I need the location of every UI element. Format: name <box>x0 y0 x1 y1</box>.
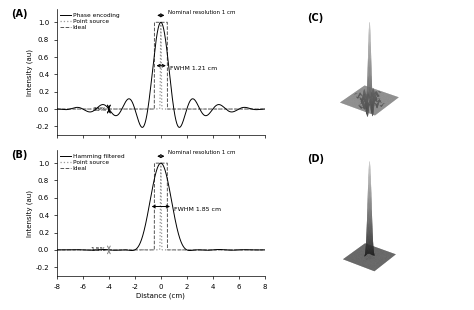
Text: Nominal resolution 1 cm: Nominal resolution 1 cm <box>168 150 236 155</box>
Hamming filtered <box>143 221 149 224</box>
Point source <box>262 248 268 252</box>
Phase encoding <box>141 123 147 127</box>
Ideal <box>205 248 211 252</box>
Hamming filtered <box>246 248 251 252</box>
Ideal <box>143 248 149 252</box>
Line: Ideal: Ideal <box>57 22 265 109</box>
Point source <box>205 248 211 252</box>
Ideal <box>262 107 268 111</box>
Text: FWHM 1.85 cm: FWHM 1.85 cm <box>174 207 221 212</box>
Ideal <box>152 20 157 24</box>
Hamming filtered <box>54 248 60 252</box>
Ideal <box>141 248 147 252</box>
Point source <box>54 248 60 252</box>
Phase encoding <box>158 20 164 24</box>
Text: (C): (C) <box>308 13 324 23</box>
Point source <box>255 107 261 111</box>
Point source <box>153 107 158 111</box>
Ideal <box>262 248 268 252</box>
Ideal <box>205 107 211 111</box>
Phase encoding <box>176 126 182 129</box>
Point source <box>141 248 147 252</box>
Hamming filtered <box>205 248 211 252</box>
Text: (D): (D) <box>308 154 325 164</box>
Point source <box>141 107 147 111</box>
Text: (B): (B) <box>11 150 27 160</box>
Y-axis label: Intensity (au): Intensity (au) <box>27 49 33 96</box>
Text: (A): (A) <box>11 9 27 19</box>
Text: 1.5%: 1.5% <box>91 247 106 252</box>
Legend: Hamming filtered, Point source, Ideal: Hamming filtered, Point source, Ideal <box>58 151 127 173</box>
Hamming filtered <box>262 248 268 252</box>
Ideal <box>153 161 159 165</box>
Legend: Phase encoding, Point source, Ideal: Phase encoding, Point source, Ideal <box>58 11 122 32</box>
Point source <box>158 21 164 24</box>
Ideal <box>54 248 60 252</box>
Hamming filtered <box>255 248 261 252</box>
Text: Nominal resolution 1 cm: Nominal resolution 1 cm <box>168 10 236 15</box>
Ideal <box>141 107 147 111</box>
Hamming filtered <box>129 249 135 252</box>
Line: Ideal: Ideal <box>57 163 265 250</box>
Ideal <box>153 20 159 24</box>
Ideal <box>255 107 261 111</box>
Phase encoding <box>205 113 211 117</box>
Line: Phase encoding: Phase encoding <box>57 22 265 127</box>
Y-axis label: Intensity (au): Intensity (au) <box>27 189 33 237</box>
Point source <box>205 107 211 111</box>
Phase encoding <box>255 108 261 111</box>
Phase encoding <box>262 107 268 111</box>
Line: Point source: Point source <box>57 163 265 250</box>
Ideal <box>152 161 157 165</box>
Phase encoding <box>54 107 60 111</box>
Ideal <box>54 107 60 111</box>
X-axis label: Distance (cm): Distance (cm) <box>137 292 185 299</box>
Point source <box>262 107 268 111</box>
Ideal <box>245 248 251 252</box>
Hamming filtered <box>141 228 147 232</box>
Phase encoding <box>246 106 251 110</box>
Ideal <box>245 107 251 111</box>
Point source <box>153 248 158 252</box>
Ideal <box>143 107 149 111</box>
Point source <box>143 248 149 252</box>
Point source <box>143 107 149 111</box>
Text: FWHM 1.21 cm: FWHM 1.21 cm <box>170 66 217 71</box>
Point source <box>54 107 60 111</box>
Line: Hamming filtered: Hamming filtered <box>57 163 265 250</box>
Text: 33%: 33% <box>92 107 106 112</box>
Hamming filtered <box>158 161 164 165</box>
Point source <box>245 248 251 252</box>
Point source <box>245 107 251 111</box>
Ideal <box>255 248 261 252</box>
Point source <box>158 162 164 165</box>
Hamming filtered <box>153 171 159 175</box>
Point source <box>255 248 261 252</box>
Phase encoding <box>143 118 149 122</box>
Phase encoding <box>153 42 158 45</box>
Line: Point source: Point source <box>57 23 265 109</box>
